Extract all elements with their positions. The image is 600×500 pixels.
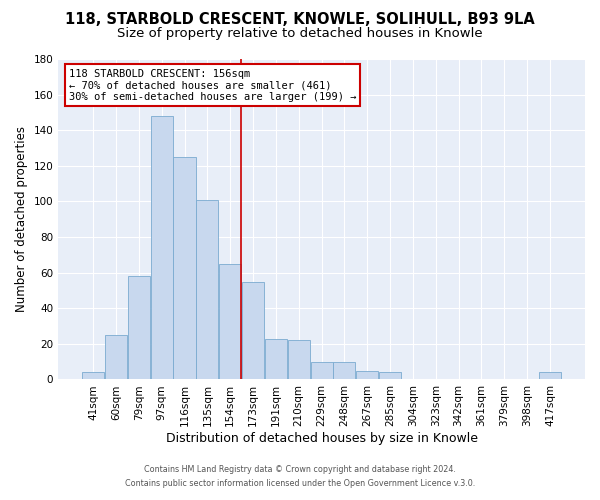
Bar <box>151 116 173 380</box>
Bar <box>196 200 218 380</box>
Text: Contains HM Land Registry data © Crown copyright and database right 2024.
Contai: Contains HM Land Registry data © Crown c… <box>125 466 475 487</box>
Bar <box>379 372 401 380</box>
Bar <box>173 157 196 380</box>
Bar <box>287 340 310 380</box>
Bar <box>82 372 104 380</box>
Text: Size of property relative to detached houses in Knowle: Size of property relative to detached ho… <box>117 28 483 40</box>
Bar <box>128 276 150 380</box>
Bar <box>219 264 241 380</box>
Bar <box>356 370 379 380</box>
Text: 118, STARBOLD CRESCENT, KNOWLE, SOLIHULL, B93 9LA: 118, STARBOLD CRESCENT, KNOWLE, SOLIHULL… <box>65 12 535 28</box>
Bar <box>311 362 332 380</box>
Bar <box>105 335 127 380</box>
Bar <box>265 338 287 380</box>
X-axis label: Distribution of detached houses by size in Knowle: Distribution of detached houses by size … <box>166 432 478 445</box>
Y-axis label: Number of detached properties: Number of detached properties <box>15 126 28 312</box>
Bar <box>539 372 561 380</box>
Text: 118 STARBOLD CRESCENT: 156sqm
← 70% of detached houses are smaller (461)
30% of : 118 STARBOLD CRESCENT: 156sqm ← 70% of d… <box>69 68 356 102</box>
Bar <box>242 282 264 380</box>
Bar <box>334 362 355 380</box>
